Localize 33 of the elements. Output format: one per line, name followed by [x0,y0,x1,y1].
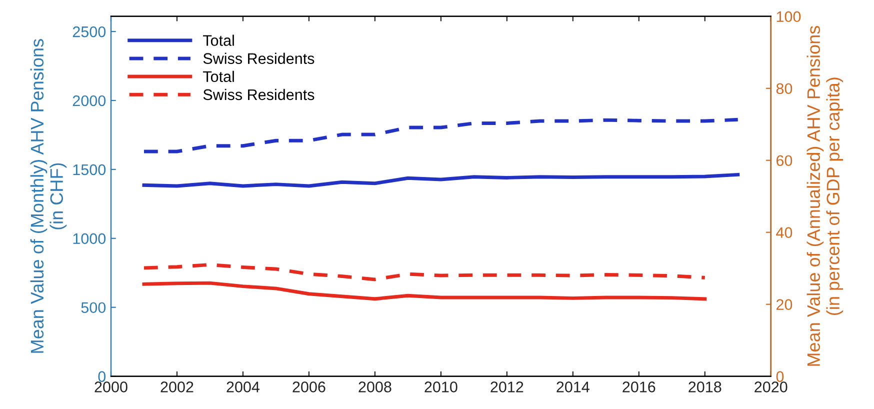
x-tick-label: 2000 [94,382,128,392]
y-tick-label: 2500 [72,26,106,38]
legend-label: Swiss Residents [203,52,314,64]
x-tick-label: 2012 [490,382,524,392]
x-tick-label: 2008 [358,382,392,392]
y-tick-label: 2000 [72,95,106,106]
x-tick-label: 2020 [754,382,788,392]
x-tick-label: 2002 [160,382,194,392]
y2-axis-title: Mean Value of (Annualized) AHV Pensions (in percent of GDP per capita) [806,26,844,366]
y2-tick-label: 40 [776,227,792,238]
line-series [142,281,707,301]
x-tick-label: 2006 [292,382,326,392]
y2-tick-label: 60 [776,155,792,166]
x-tick-label: 2018 [688,382,722,392]
y2-tick-label: 0 [776,371,784,382]
legend-label: Swiss Residents [203,88,314,100]
y-axis-title: Mean Value of (Monthly) AHV Pensions (in CHF) [30,39,67,353]
legend-label: Total [203,70,234,82]
x-tick-label: 2016 [622,382,656,392]
y2-tick-label: 100 [776,11,801,22]
x-tick-label: 2014 [556,382,590,392]
y-tick-label: 0 [98,371,106,382]
y2-tick-label: 80 [776,83,792,94]
legend-label: Total [203,34,234,46]
y-tick-label: 500 [81,302,106,314]
y-tick-label: 1500 [73,164,106,176]
x-tick-label: 2004 [226,382,260,392]
line-series [142,172,740,188]
x-tick-label: 2010 [424,382,458,392]
line-series [142,262,707,282]
y2-tick-label: 20 [776,299,792,310]
line-series [142,118,740,154]
y-tick-label: 1000 [73,233,106,244]
